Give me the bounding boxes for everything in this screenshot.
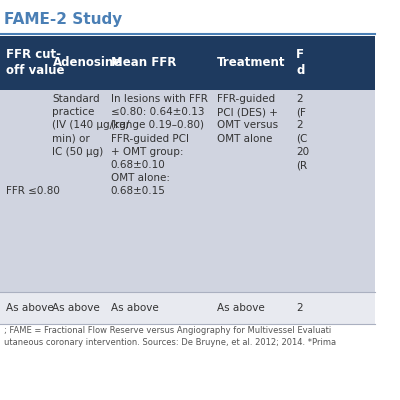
Text: Mean FFR: Mean FFR	[110, 56, 176, 70]
Text: As above: As above	[6, 303, 53, 313]
Text: As above: As above	[52, 303, 100, 313]
Text: FAME-2 Study: FAME-2 Study	[4, 12, 122, 27]
Text: FFR cut-
off value: FFR cut- off value	[6, 48, 64, 78]
Text: FFR-guided
PCI (DES) +
OMT versus
OMT alone: FFR-guided PCI (DES) + OMT versus OMT al…	[217, 94, 278, 144]
FancyBboxPatch shape	[0, 90, 375, 292]
FancyBboxPatch shape	[0, 36, 375, 90]
Text: As above: As above	[110, 303, 158, 313]
FancyBboxPatch shape	[0, 292, 375, 324]
Text: 2
(F
2
(C
20
(R: 2 (F 2 (C 20 (R	[296, 94, 309, 170]
Text: Adenosine: Adenosine	[52, 56, 122, 70]
Text: 2: 2	[296, 303, 303, 313]
Text: ; FAME = Fractional Flow Reserve versus Angiography for Multivessel Evaluati
uta: ; FAME = Fractional Flow Reserve versus …	[4, 326, 336, 347]
Text: In lesions with FFR
≤0.80: 0.64±0.13
(range 0.19–0.80)
FFR-guided PCI
+ OMT grou: In lesions with FFR ≤0.80: 0.64±0.13 (ra…	[110, 94, 208, 196]
Text: FFR ≤0.80: FFR ≤0.80	[6, 186, 60, 196]
Text: Standard
practice
(IV (140 µg/kg/
min) or
IC (50 µg): Standard practice (IV (140 µg/kg/ min) o…	[52, 94, 130, 157]
Text: Treatment: Treatment	[217, 56, 286, 70]
Text: F
d: F d	[296, 48, 304, 78]
Text: As above: As above	[217, 303, 265, 313]
FancyBboxPatch shape	[0, 324, 375, 400]
